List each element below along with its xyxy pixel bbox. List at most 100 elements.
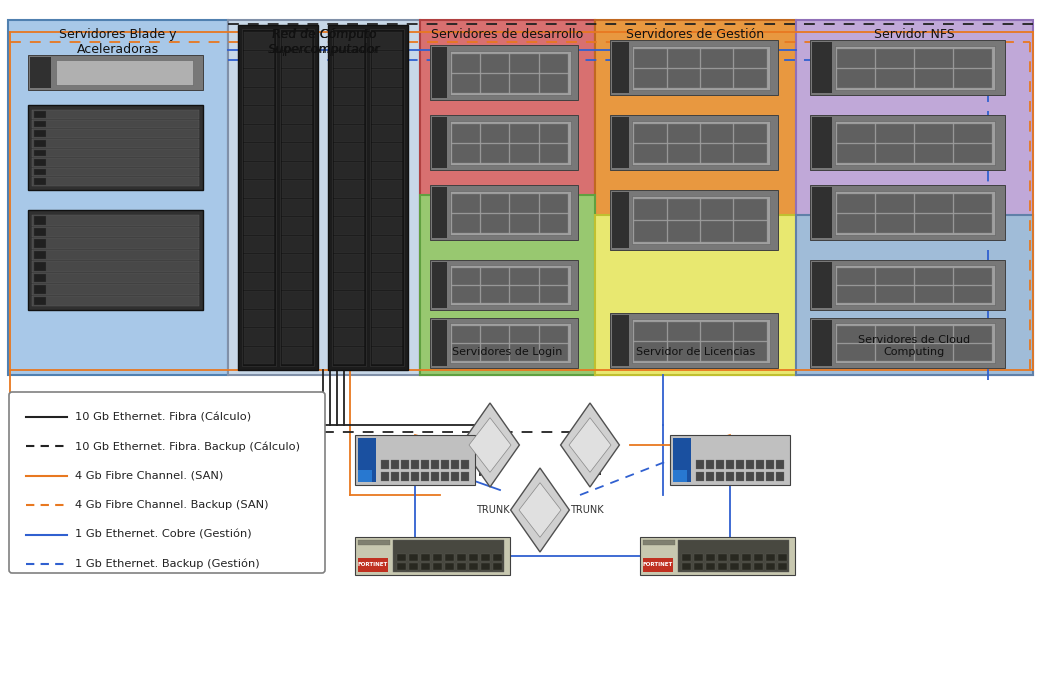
- Bar: [835, 323, 995, 363]
- Bar: [634, 221, 666, 242]
- Bar: [34, 150, 46, 156]
- Bar: [481, 54, 509, 73]
- Text: Servidor de Licencias: Servidor de Licencias: [636, 347, 755, 357]
- Bar: [372, 199, 402, 216]
- Bar: [672, 438, 691, 482]
- Bar: [481, 124, 509, 143]
- Bar: [610, 40, 778, 95]
- Bar: [457, 563, 466, 570]
- Bar: [706, 472, 714, 481]
- Bar: [372, 235, 402, 253]
- Bar: [481, 143, 509, 163]
- Bar: [955, 344, 992, 361]
- Text: Servidor NFS: Servidor NFS: [874, 28, 955, 41]
- Bar: [430, 115, 578, 170]
- Bar: [401, 460, 409, 469]
- Bar: [56, 61, 193, 85]
- Bar: [28, 55, 203, 90]
- Bar: [34, 285, 46, 294]
- Text: Servidores de Login: Servidores de Login: [452, 347, 563, 357]
- Bar: [540, 54, 568, 73]
- Bar: [726, 460, 734, 469]
- Bar: [370, 29, 404, 366]
- Bar: [481, 214, 509, 233]
- Bar: [334, 69, 364, 86]
- Text: TRUNK: TRUNK: [570, 505, 604, 515]
- Bar: [643, 540, 675, 545]
- Bar: [244, 199, 275, 216]
- Bar: [334, 235, 364, 253]
- Bar: [244, 162, 275, 179]
- Bar: [282, 273, 312, 290]
- Bar: [632, 196, 770, 244]
- Bar: [441, 472, 449, 481]
- Bar: [735, 143, 767, 163]
- Bar: [776, 472, 784, 481]
- Bar: [228, 20, 420, 375]
- Bar: [955, 124, 992, 143]
- Bar: [736, 460, 744, 469]
- Bar: [510, 124, 539, 143]
- Bar: [334, 162, 364, 179]
- Bar: [812, 117, 832, 168]
- Bar: [244, 180, 275, 197]
- Bar: [469, 563, 478, 570]
- Bar: [718, 554, 727, 561]
- Bar: [282, 180, 312, 197]
- Bar: [736, 472, 744, 481]
- Bar: [510, 286, 539, 303]
- Bar: [632, 46, 770, 90]
- Bar: [244, 347, 275, 364]
- Bar: [372, 217, 402, 235]
- Bar: [372, 124, 402, 142]
- Bar: [742, 563, 751, 570]
- Bar: [334, 309, 364, 327]
- Bar: [612, 315, 629, 366]
- Bar: [837, 214, 875, 233]
- Text: 1 Gb Ethernet. Backup (Gestión): 1 Gb Ethernet. Backup (Gestión): [75, 559, 259, 569]
- Bar: [421, 554, 430, 561]
- Bar: [701, 341, 734, 360]
- Bar: [32, 148, 199, 157]
- Bar: [34, 228, 46, 236]
- Bar: [955, 326, 992, 343]
- Bar: [452, 326, 480, 343]
- Bar: [244, 106, 275, 124]
- Bar: [696, 460, 704, 469]
- Bar: [328, 25, 408, 370]
- Bar: [334, 254, 364, 271]
- Bar: [244, 32, 275, 50]
- Bar: [701, 48, 734, 67]
- Text: FORTINET: FORTINET: [358, 562, 388, 568]
- Bar: [595, 215, 796, 375]
- Bar: [452, 344, 480, 361]
- Text: TRUNK: TRUNK: [477, 505, 510, 515]
- Bar: [810, 185, 1005, 240]
- Bar: [540, 326, 568, 343]
- Bar: [411, 472, 418, 481]
- Bar: [430, 318, 578, 368]
- Bar: [481, 326, 509, 343]
- Bar: [915, 194, 954, 212]
- Text: Red de Cómputo
Supercomputador: Red de Cómputo Supercomputador: [268, 28, 380, 56]
- Bar: [450, 50, 572, 95]
- Polygon shape: [510, 468, 569, 552]
- Bar: [32, 238, 199, 248]
- Bar: [696, 472, 704, 481]
- Bar: [955, 48, 992, 67]
- Bar: [334, 347, 364, 364]
- Bar: [32, 168, 199, 176]
- Bar: [877, 268, 914, 285]
- Polygon shape: [561, 403, 619, 487]
- Bar: [694, 554, 703, 561]
- Bar: [452, 124, 480, 143]
- Bar: [452, 268, 480, 285]
- Bar: [812, 187, 832, 238]
- Bar: [493, 554, 502, 561]
- Bar: [34, 273, 46, 282]
- Bar: [796, 20, 1033, 375]
- Bar: [766, 472, 775, 481]
- Bar: [612, 117, 629, 168]
- Bar: [401, 472, 409, 481]
- Bar: [441, 460, 449, 469]
